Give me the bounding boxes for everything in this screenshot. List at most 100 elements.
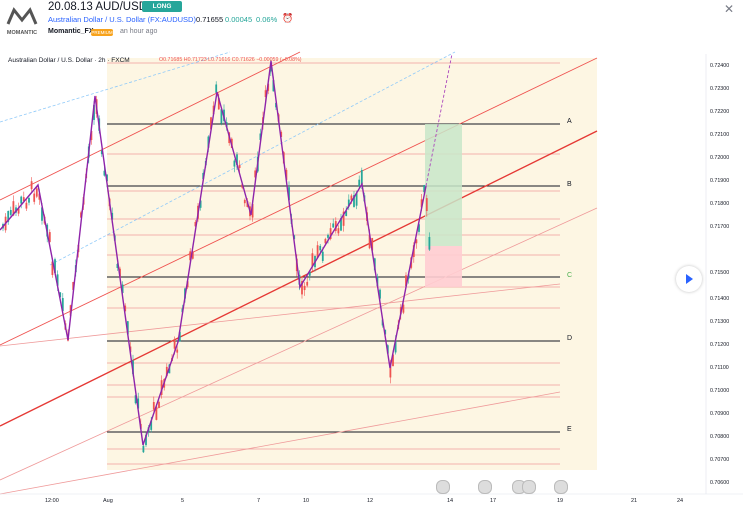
candle-body (324, 238, 327, 244)
candle-body (116, 263, 119, 268)
price-label: 0.70800 (710, 434, 730, 440)
candle-body (22, 197, 25, 202)
close-icon[interactable]: ✕ (724, 2, 735, 16)
fib-lines (107, 62, 560, 465)
series-label: Australian Dollar / U.S. Dollar · 2h · F… (8, 57, 130, 64)
key-levels (107, 123, 560, 433)
time-label: 17 (490, 498, 497, 504)
event-flag-icon[interactable] (522, 480, 536, 494)
candle-body (353, 195, 355, 207)
candle-body (316, 245, 319, 259)
price-label: 0.72200 (710, 109, 730, 115)
candle-body (342, 211, 345, 226)
current-price-tag: 0.71626 (716, 242, 737, 248)
candle-body (38, 193, 41, 200)
candle-body (7, 210, 10, 222)
candle-body (33, 193, 36, 202)
publish-time: an hour ago (120, 28, 158, 35)
candle-body (368, 235, 371, 249)
level-label-e: E (567, 426, 572, 433)
event-flag-icon[interactable] (478, 480, 492, 494)
candle-body (199, 200, 202, 208)
candle-body (329, 228, 332, 240)
candle-body (9, 209, 12, 215)
price-label: 0.72400 (710, 63, 730, 69)
candle-body (28, 198, 30, 203)
price-label: 0.71100 (710, 365, 729, 371)
candle-body (327, 234, 329, 238)
candle-body (191, 251, 194, 259)
candle-body (301, 280, 303, 295)
candle-body (35, 188, 38, 197)
candle-body (121, 284, 124, 294)
price-chart[interactable] (0, 50, 743, 509)
long-target-zone (425, 124, 462, 246)
momantic-logo: MOMANTIC (6, 7, 38, 36)
candle-body (126, 321, 129, 335)
projection-line (425, 53, 453, 187)
level-label-d: D (567, 335, 573, 342)
candle-body (48, 232, 51, 243)
author-name[interactable]: Momantic_FX (48, 28, 94, 35)
time-label: 12 (367, 498, 374, 504)
candle-body (347, 199, 350, 207)
event-flag-icon[interactable] (554, 480, 568, 494)
candle-body (311, 253, 314, 267)
play-icon (686, 274, 693, 284)
candle-body (189, 251, 192, 261)
candle-body (173, 340, 176, 349)
candle-body (176, 349, 179, 353)
candle-body (332, 223, 335, 228)
candle-body (145, 434, 147, 446)
candle-body (150, 420, 153, 430)
event-flag-icon[interactable] (436, 480, 450, 494)
candle-body (394, 340, 397, 353)
candle-body (160, 380, 163, 395)
candle-body (241, 184, 244, 188)
price-label: 0.70700 (710, 457, 730, 463)
candle-body (280, 131, 283, 137)
candle-body (425, 198, 428, 211)
time-label: 24 (677, 498, 684, 504)
wave-pattern (0, 60, 427, 446)
stop-price-tag: 0.71451 (716, 283, 737, 289)
candle-body (59, 292, 62, 298)
candle-body (355, 193, 358, 206)
candle-body (415, 239, 418, 244)
alarm-clock-icon[interactable]: ⏰ (282, 13, 294, 23)
time-label: 12:00 (45, 498, 59, 504)
price-label: 0.71200 (710, 342, 730, 348)
candle-body (371, 238, 374, 251)
candle-body (243, 199, 246, 204)
candle-body (319, 245, 322, 251)
play-button[interactable] (676, 266, 702, 292)
candle-body (251, 203, 254, 218)
time-label: 10 (303, 498, 310, 504)
candle-body (158, 401, 160, 408)
level-label-c: C (567, 272, 573, 279)
candle-body (72, 281, 75, 290)
price-label: 0.71300 (710, 319, 730, 325)
candle-body (418, 224, 420, 232)
idea-header: MOMANTIC 20.08.13 AUD/USD LONG Australia… (0, 0, 743, 42)
symbol-link[interactable]: Australian Dollar / U.S. Dollar (FX:AUDU… (48, 15, 196, 24)
candle-body (155, 406, 158, 420)
price-label: 0.72000 (710, 155, 730, 161)
candle-body (285, 169, 288, 180)
candle-body (124, 305, 127, 312)
candle-body (20, 196, 23, 204)
last-price: 0.71655 (196, 15, 224, 24)
price-label: 0.71400 (710, 296, 730, 302)
time-label: 21 (631, 498, 638, 504)
price-label: 0.71000 (710, 388, 730, 394)
candle-body (306, 281, 309, 286)
direction-badge: LONG (142, 1, 182, 12)
candle-body (215, 84, 218, 93)
price-label: 0.71800 (710, 201, 730, 207)
candle-body (194, 221, 197, 227)
candle-body (220, 109, 223, 124)
candle-body (165, 366, 168, 377)
channel-lines (0, 51, 598, 495)
candle-body (264, 90, 267, 98)
candle-body (288, 187, 290, 201)
